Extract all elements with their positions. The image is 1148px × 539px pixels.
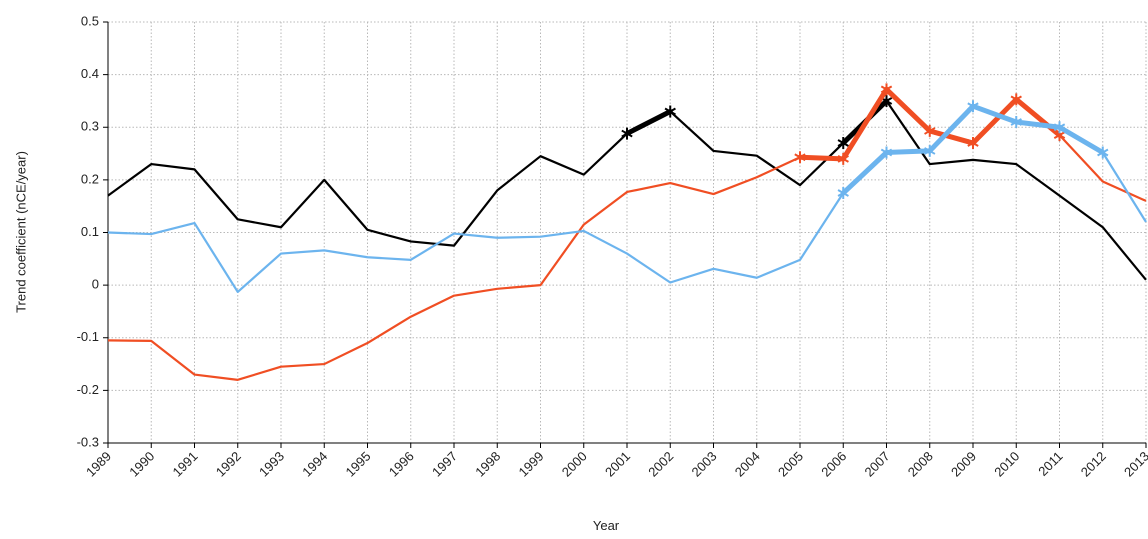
significant-segment: [840, 150, 889, 196]
significant-segment: [1013, 96, 1062, 138]
significant-marker: [924, 124, 936, 137]
significant-marker: [837, 137, 849, 150]
y-tick-label: 0.5: [81, 13, 99, 28]
significant-marker: [837, 187, 849, 200]
x-tick-label: 1994: [299, 449, 330, 480]
significant-segment: [1013, 119, 1062, 130]
y-tick-label: 0.3: [81, 119, 99, 134]
x-tick-label: 1990: [126, 449, 157, 480]
y-tick-label: -0.2: [77, 382, 99, 397]
y-tick-label: 0.1: [81, 224, 99, 239]
x-tick-label: 2012: [1078, 449, 1109, 480]
significant-marker: [967, 137, 979, 150]
significant-segment: [884, 148, 933, 156]
y-tick-label: 0.4: [81, 66, 99, 81]
significant-segment: [927, 103, 976, 154]
y-tick-label: -0.1: [77, 329, 99, 344]
x-tick-label: 2002: [645, 449, 676, 480]
significant-segment: [970, 96, 1019, 146]
significant-segment: [840, 86, 889, 162]
x-tick-label: 1995: [343, 449, 374, 480]
significant-segment: [970, 103, 1019, 125]
x-tick-label: 2008: [905, 449, 936, 480]
significant-marker: [1010, 93, 1022, 106]
significant-marker: [664, 105, 676, 118]
x-tick-label: 1996: [386, 449, 417, 480]
significant-segment: [884, 86, 933, 134]
significant-segment: [797, 154, 846, 162]
x-tick-label: 2005: [775, 449, 806, 480]
significant-marker: [924, 144, 936, 157]
significant-marker: [880, 146, 893, 159]
significant-segment: [1057, 124, 1106, 156]
y-tick-label: 0: [92, 277, 99, 292]
x-tick-label: 2001: [602, 449, 633, 480]
x-tick-label: 1992: [213, 449, 244, 480]
x-tick-label: 2010: [991, 449, 1022, 480]
y-tick-label: 0.2: [81, 171, 99, 186]
x-tick-label: 2011: [1035, 449, 1065, 479]
x-tick-label: 1999: [516, 449, 547, 480]
x-tick-label: 1997: [429, 449, 460, 480]
x-tick-label: 2006: [818, 449, 849, 480]
x-tick-label: 1991: [170, 449, 201, 480]
significant-marker: [1053, 121, 1066, 134]
x-tick-label: 1989: [83, 449, 114, 480]
x-tick-label: 2004: [732, 449, 763, 480]
significant-marker: [837, 152, 849, 165]
x-axis-label: Year: [593, 518, 620, 533]
x-tick-label: 2009: [948, 449, 979, 480]
x-tick-label: 1993: [256, 449, 287, 480]
significant-marker: [880, 83, 893, 96]
significant-marker: [1010, 115, 1022, 128]
significant-segment: [927, 128, 976, 146]
significant-marker: [794, 151, 806, 164]
y-axis-label: Trend coefficient (nCE/year): [13, 151, 28, 313]
significant-marker: [1097, 146, 1109, 159]
significant-marker: [967, 100, 979, 113]
significant-segment: [624, 108, 673, 137]
x-tick-label: 2003: [689, 449, 720, 480]
x-tick-label: 2013: [1121, 449, 1148, 480]
y-tick-label: -0.3: [77, 434, 99, 449]
x-tick-label: 2000: [559, 449, 590, 480]
x-tick-label: 2007: [862, 449, 893, 480]
x-tick-label: 1998: [472, 449, 503, 480]
significant-marker: [621, 127, 633, 140]
